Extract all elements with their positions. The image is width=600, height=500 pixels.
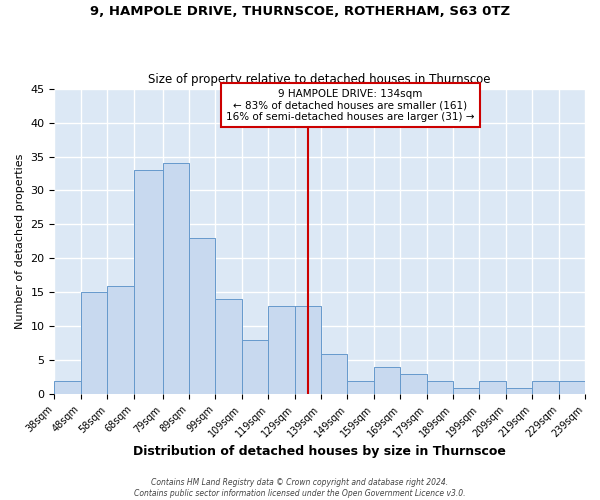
Bar <box>81 292 107 394</box>
Bar <box>321 354 347 395</box>
Title: Size of property relative to detached houses in Thurnscoe: Size of property relative to detached ho… <box>148 73 491 86</box>
Bar <box>295 306 321 394</box>
Bar <box>453 388 479 394</box>
Bar <box>215 299 242 394</box>
Bar <box>400 374 427 394</box>
Bar <box>427 380 453 394</box>
Bar <box>532 380 559 394</box>
Bar <box>479 380 506 394</box>
Bar <box>506 388 532 394</box>
X-axis label: Distribution of detached houses by size in Thurnscoe: Distribution of detached houses by size … <box>133 444 506 458</box>
Bar <box>134 170 163 394</box>
Bar <box>347 380 374 394</box>
Bar <box>55 380 81 394</box>
Text: 9, HAMPOLE DRIVE, THURNSCOE, ROTHERHAM, S63 0TZ: 9, HAMPOLE DRIVE, THURNSCOE, ROTHERHAM, … <box>90 5 510 18</box>
Text: Contains HM Land Registry data © Crown copyright and database right 2024.
Contai: Contains HM Land Registry data © Crown c… <box>134 478 466 498</box>
Bar <box>374 367 400 394</box>
Bar <box>107 286 134 395</box>
Bar <box>559 380 585 394</box>
Y-axis label: Number of detached properties: Number of detached properties <box>15 154 25 329</box>
Bar <box>163 164 189 394</box>
Text: 9 HAMPOLE DRIVE: 134sqm
← 83% of detached houses are smaller (161)
16% of semi-d: 9 HAMPOLE DRIVE: 134sqm ← 83% of detache… <box>226 88 475 122</box>
Bar <box>242 340 268 394</box>
Bar <box>268 306 295 394</box>
Bar <box>189 238 215 394</box>
